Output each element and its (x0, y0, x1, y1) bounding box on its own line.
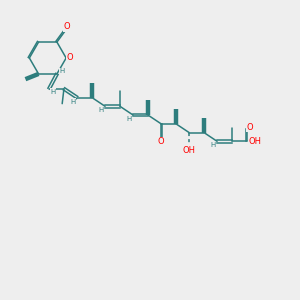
Text: H: H (98, 107, 104, 113)
Text: H: H (50, 89, 56, 95)
Text: OH: OH (248, 137, 261, 146)
Text: O: O (63, 22, 70, 32)
Text: OH: OH (183, 146, 196, 155)
Text: O: O (67, 52, 74, 62)
Text: H: H (210, 142, 216, 148)
Text: H: H (70, 98, 76, 104)
Text: O: O (158, 137, 164, 146)
Text: H: H (59, 68, 64, 74)
Text: H: H (126, 116, 132, 122)
Text: O: O (247, 122, 253, 131)
